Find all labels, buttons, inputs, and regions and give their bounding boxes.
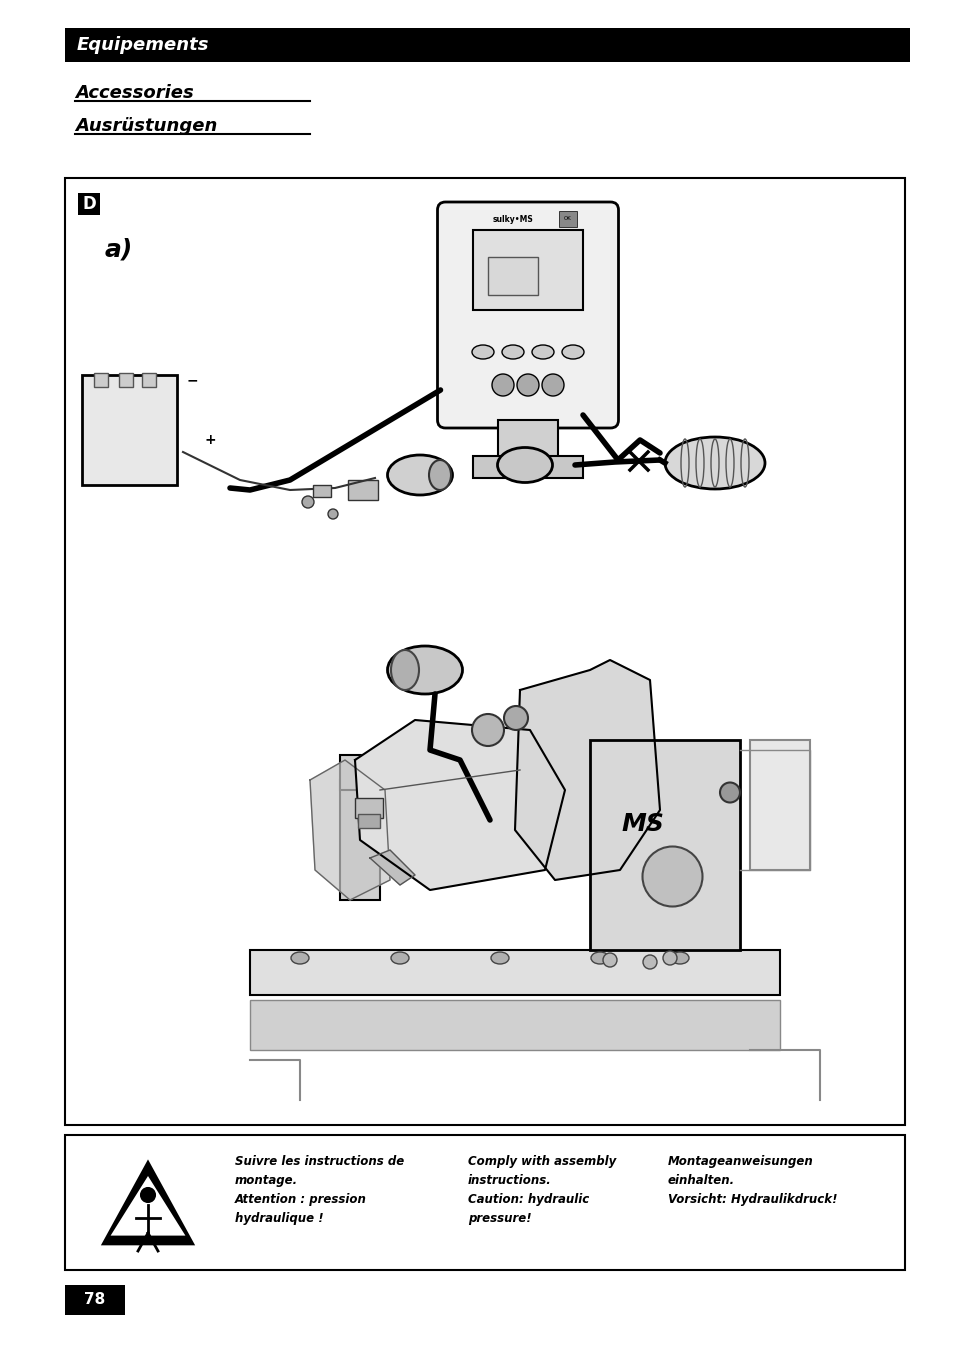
Ellipse shape xyxy=(532,346,554,359)
Bar xyxy=(94,373,108,387)
Bar xyxy=(589,740,740,950)
Bar xyxy=(82,375,177,485)
Bar xyxy=(78,193,100,215)
Ellipse shape xyxy=(472,346,494,359)
Text: 78: 78 xyxy=(84,1292,106,1308)
Circle shape xyxy=(141,1188,154,1202)
Bar xyxy=(313,485,331,497)
Bar xyxy=(250,950,780,995)
Text: Montageanweisungen
einhalten.
Vorsicht: Hydraulikdruck!: Montageanweisungen einhalten. Vorsicht: … xyxy=(667,1156,837,1206)
Ellipse shape xyxy=(429,460,451,490)
Ellipse shape xyxy=(387,647,462,694)
Bar xyxy=(65,178,904,1125)
Circle shape xyxy=(302,495,314,508)
Circle shape xyxy=(720,783,740,802)
Bar xyxy=(65,28,909,62)
Text: D: D xyxy=(82,194,95,213)
Ellipse shape xyxy=(590,952,608,964)
Text: Ausrüstungen: Ausrüstungen xyxy=(75,117,217,135)
Text: a): a) xyxy=(105,238,133,262)
Bar xyxy=(142,373,156,387)
Ellipse shape xyxy=(291,952,309,964)
Polygon shape xyxy=(355,720,564,890)
Circle shape xyxy=(662,950,677,965)
Circle shape xyxy=(642,954,657,969)
Circle shape xyxy=(602,953,617,967)
Bar xyxy=(473,456,582,478)
Bar xyxy=(250,1000,780,1050)
Ellipse shape xyxy=(561,346,583,359)
Bar xyxy=(749,740,809,869)
Text: Suivre les instructions de
montage.
Attention : pression
hydraulique !: Suivre les instructions de montage. Atte… xyxy=(234,1156,404,1224)
Circle shape xyxy=(517,374,538,396)
Ellipse shape xyxy=(491,952,509,964)
Bar xyxy=(357,814,379,828)
FancyBboxPatch shape xyxy=(437,202,618,428)
Ellipse shape xyxy=(670,952,688,964)
Bar xyxy=(65,1285,125,1315)
Bar xyxy=(473,230,582,310)
Text: MS: MS xyxy=(620,811,663,836)
Circle shape xyxy=(472,714,503,747)
Ellipse shape xyxy=(501,346,523,359)
Polygon shape xyxy=(370,850,415,886)
Ellipse shape xyxy=(664,437,764,489)
Text: OK: OK xyxy=(563,216,571,221)
Polygon shape xyxy=(515,660,659,880)
Polygon shape xyxy=(104,1162,192,1243)
Ellipse shape xyxy=(391,649,418,690)
Text: −: − xyxy=(186,373,197,387)
Text: Comply with assembly
instructions.
Caution: hydraulic
pressure!: Comply with assembly instructions. Cauti… xyxy=(468,1156,616,1224)
Bar xyxy=(65,1135,904,1270)
Ellipse shape xyxy=(391,952,409,964)
Bar xyxy=(348,481,377,500)
Text: Accessories: Accessories xyxy=(75,84,193,103)
Polygon shape xyxy=(310,760,390,900)
Circle shape xyxy=(541,374,563,396)
Polygon shape xyxy=(111,1176,185,1235)
Circle shape xyxy=(503,706,527,730)
Text: Equipements: Equipements xyxy=(77,36,210,54)
Text: +: + xyxy=(204,433,215,447)
Bar xyxy=(497,420,558,464)
Text: sulky•MS: sulky•MS xyxy=(492,216,533,224)
Circle shape xyxy=(492,374,514,396)
Bar xyxy=(488,256,537,296)
Bar xyxy=(119,373,132,387)
Bar xyxy=(339,755,619,790)
Ellipse shape xyxy=(387,455,452,495)
Bar xyxy=(355,798,382,818)
Ellipse shape xyxy=(497,447,552,482)
Bar xyxy=(339,780,379,900)
Circle shape xyxy=(641,846,701,906)
Circle shape xyxy=(328,509,337,518)
